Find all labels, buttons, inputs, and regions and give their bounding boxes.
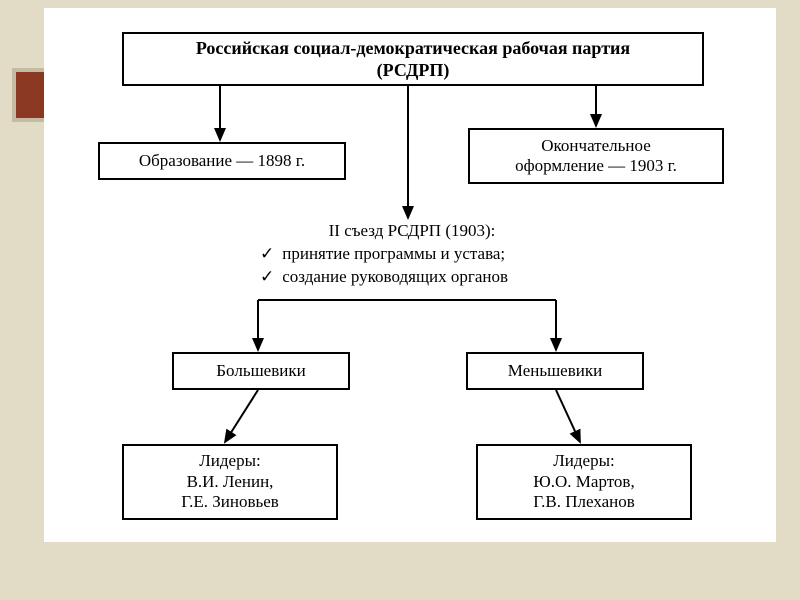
- check-icon: ✓: [260, 266, 278, 289]
- leaders-b-line2: В.И. Ленин,: [187, 472, 274, 492]
- congress-item1: принятие программы и устава;: [282, 244, 505, 263]
- mensheviks-text: Меньшевики: [508, 361, 602, 381]
- congress-item2: создание руководящих органов: [282, 267, 508, 286]
- check-icon: ✓: [260, 243, 278, 266]
- formation-text: Образование — 1898 г.: [139, 151, 305, 171]
- congress-block: II съезд РСДРП (1903): ✓ принятие програ…: [232, 220, 592, 289]
- leaders-b-line1: Лидеры:: [199, 451, 260, 471]
- leaders-m-line2: Ю.О. Мартов,: [533, 472, 634, 492]
- mensheviks-box: Меньшевики: [466, 352, 644, 390]
- congress-heading: II съезд РСДРП (1903):: [329, 221, 496, 240]
- leaders-bolsheviks-box: Лидеры: В.И. Ленин, Г.Е. Зиновьев: [122, 444, 338, 520]
- leaders-m-line3: Г.В. Плеханов: [533, 492, 635, 512]
- finalization-line2: оформление — 1903 г.: [515, 156, 677, 176]
- title-box: Российская социал-демократическая рабоча…: [122, 32, 704, 86]
- finalization-line1: Окончательное: [541, 136, 651, 156]
- bolsheviks-text: Большевики: [216, 361, 305, 381]
- leaders-b-line3: Г.Е. Зиновьев: [181, 492, 279, 512]
- bolsheviks-box: Большевики: [172, 352, 350, 390]
- leaders-m-line1: Лидеры:: [553, 451, 614, 471]
- title-line2: (РСДРП): [377, 60, 450, 80]
- title-line1: Российская социал-демократическая рабоча…: [196, 38, 630, 58]
- leaders-mensheviks-box: Лидеры: Ю.О. Мартов, Г.В. Плеханов: [476, 444, 692, 520]
- formation-box: Образование — 1898 г.: [98, 142, 346, 180]
- finalization-box: Окончательное оформление — 1903 г.: [468, 128, 724, 184]
- canvas-bg: Российская социал-демократическая рабоча…: [0, 0, 800, 600]
